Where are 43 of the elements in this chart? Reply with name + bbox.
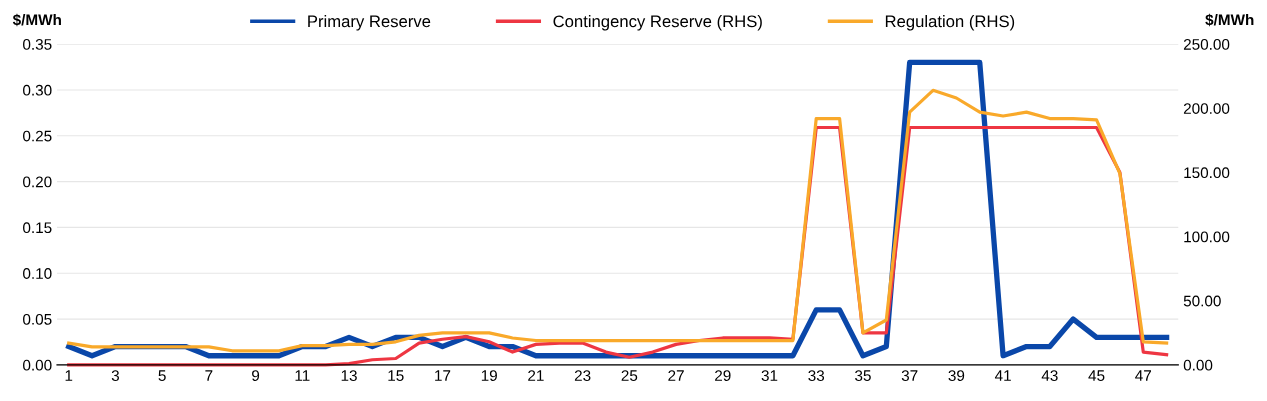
x-tick-label: 13 (341, 370, 357, 381)
x-tick-label: 33 (808, 370, 825, 381)
x-tick-label: 1 (65, 370, 73, 381)
y-tick-label: 0.25 (23, 130, 52, 142)
x-tick-label: 15 (388, 370, 404, 381)
y2-tick-label: 50.00 (1183, 295, 1221, 307)
legend-label: Contingency Reserve (RHS) (553, 15, 762, 31)
y-tick-label: 0.10 (23, 268, 52, 279)
x-tick-label: 47 (1135, 370, 1151, 381)
x-tick-label: 19 (481, 370, 497, 381)
y2-tick-label: 150.00 (1184, 167, 1230, 179)
y-tick-label: 0.35 (23, 38, 52, 50)
y2-tick-label: 0.00 (1183, 359, 1213, 371)
x-tick-label: 41 (994, 370, 1011, 381)
y-tick-label: 0.15 (23, 222, 52, 234)
x-tick-label: 5 (158, 370, 166, 381)
y2-axis-title: $/MWh (1205, 13, 1254, 27)
x-tick-label: 31 (761, 370, 778, 381)
x-tick-label: 21 (528, 370, 544, 381)
x-tick-label: 7 (205, 370, 213, 381)
y2-tick-label: 200.00 (1183, 103, 1230, 114)
x-tick-label: 9 (252, 370, 260, 381)
y-tick-label: 0.00 (23, 359, 52, 371)
x-tick-label: 35 (855, 370, 871, 381)
y-tick-label: 0.05 (23, 313, 52, 325)
y2-tick-label: 250.00 (1183, 38, 1230, 50)
x-tick-label: 37 (901, 370, 918, 381)
x-tick-label: 43 (1041, 370, 1058, 381)
x-tick-label: 27 (668, 370, 684, 381)
x-tick-label: 45 (1088, 370, 1105, 381)
x-tick-label: 3 (111, 370, 119, 381)
x-tick-label: 25 (621, 370, 638, 381)
x-tick-label: 29 (715, 370, 731, 381)
y-axis-title: $/MWh (12, 13, 61, 27)
x-tick-label: 23 (574, 370, 591, 381)
y-tick-label: 0.20 (23, 176, 52, 188)
x-tick-label: 39 (948, 370, 965, 381)
legend-label: Regulation (RHS) (885, 15, 1015, 31)
x-tick-label: 11 (295, 370, 310, 381)
x-tick-label: 17 (435, 370, 451, 381)
legend-label: Primary Reserve (308, 15, 431, 31)
y-tick-label: 0.30 (23, 84, 52, 96)
y2-tick-label: 100.00 (1184, 231, 1230, 243)
